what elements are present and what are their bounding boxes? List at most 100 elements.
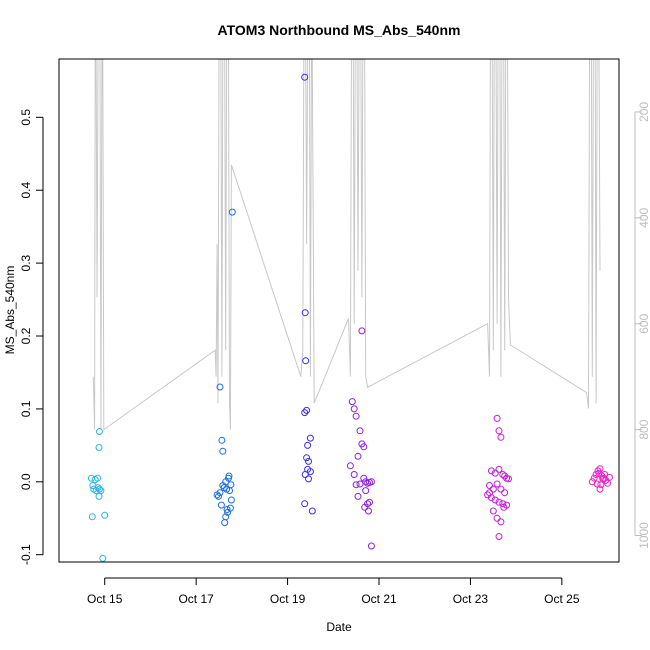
data-point [356, 480, 364, 488]
data-point [596, 485, 604, 493]
data-point [346, 462, 354, 470]
data-point [497, 485, 505, 493]
data-point [227, 496, 235, 504]
data-point [215, 492, 222, 500]
data-point [303, 406, 311, 414]
data-point [306, 434, 314, 442]
series-2 [213, 208, 236, 527]
data-point [302, 357, 310, 365]
data-point [226, 504, 234, 512]
data-point [362, 487, 370, 495]
data-point [497, 518, 505, 526]
data-point [225, 472, 233, 480]
x-tick-label: Oct 19 [270, 592, 306, 606]
series-1 [87, 428, 109, 562]
data-point [499, 500, 507, 508]
data-point [497, 433, 505, 441]
data-point [218, 436, 226, 444]
x-axis-label: Date [326, 620, 352, 634]
right-tick-label: 600 [637, 313, 650, 333]
data-point [493, 414, 501, 422]
data-point [599, 475, 607, 483]
data-point [358, 327, 366, 335]
data-point [493, 514, 501, 522]
data-point [596, 465, 604, 473]
right-tick-label: 200 [637, 102, 650, 122]
data-point [499, 471, 507, 478]
data-point [486, 489, 493, 497]
data-point [501, 489, 509, 497]
data-point [365, 507, 372, 515]
x-axis: Oct 15 Oct 17 Oct 19 Oct 21 Oct 23 Oct 25 [87, 577, 580, 606]
right-axis: 200 400 600 800 1000 [634, 102, 650, 549]
right-tick-label: 400 [637, 208, 650, 228]
data-point [350, 405, 358, 413]
data-point [367, 478, 375, 486]
data-point [352, 412, 360, 420]
x-tick-label: Oct 21 [361, 592, 397, 606]
x-tick-label: Oct 17 [178, 592, 214, 606]
data-point [221, 519, 229, 527]
data-point [301, 409, 309, 417]
data-point [360, 443, 368, 451]
x-tick-label: Oct 15 [87, 592, 123, 606]
data-point [217, 501, 225, 509]
data-point [366, 498, 373, 506]
data-point [301, 471, 309, 478]
y-axis-label: MS_Abs_540nm [3, 266, 17, 355]
data-point [301, 73, 309, 81]
data-point [361, 503, 369, 511]
data-point [487, 467, 495, 475]
data-point [95, 444, 103, 451]
data-point [505, 475, 512, 483]
y-tick-label: -0.1 [19, 544, 33, 565]
data-point [99, 554, 107, 562]
data-point [216, 383, 224, 391]
plot-box [58, 58, 620, 563]
data-point [495, 465, 503, 473]
data-point [354, 492, 362, 500]
series-6 [588, 465, 613, 493]
y-axis: -0.1 0.0 0.1 0.2 0.3 0.4 0.5 [19, 109, 44, 565]
chart-title: ATOM3 Northbound MS_Abs_540nm [218, 22, 461, 38]
data-point [306, 468, 314, 476]
data-point [593, 480, 601, 488]
data-point [354, 452, 362, 460]
data-point [228, 208, 236, 216]
series-4 [346, 327, 375, 550]
data-point [305, 475, 312, 483]
data-point [360, 474, 368, 482]
data-point [87, 474, 95, 482]
data-point [367, 542, 375, 550]
right-tick-label: 800 [637, 419, 650, 439]
data-point [96, 485, 103, 493]
data-point [301, 500, 309, 508]
data-point [304, 441, 312, 449]
data-point [486, 482, 493, 489]
data-point [222, 513, 230, 521]
data-point [352, 481, 360, 489]
data-point [94, 474, 102, 482]
data-point [96, 428, 103, 435]
data-point [223, 506, 231, 513]
data-point [590, 474, 598, 482]
altitude-line [92, 59, 601, 431]
y-tick-label: 0.3 [19, 254, 33, 271]
data-point [606, 473, 613, 481]
data-point [495, 427, 503, 435]
data-point [305, 457, 312, 465]
data-point [101, 511, 109, 519]
data-point [308, 507, 316, 515]
data-point [495, 533, 503, 540]
data-point [491, 469, 499, 477]
data-point [489, 507, 497, 515]
data-point [216, 489, 224, 497]
right-tick-label: 1000 [637, 522, 650, 549]
x-tick-label: Oct 25 [544, 592, 580, 606]
y-tick-label: 0.2 [19, 327, 33, 344]
data-point [350, 471, 358, 478]
series-5 [484, 414, 512, 540]
data-point [219, 447, 227, 455]
y-tick-label: 0.0 [19, 473, 33, 490]
